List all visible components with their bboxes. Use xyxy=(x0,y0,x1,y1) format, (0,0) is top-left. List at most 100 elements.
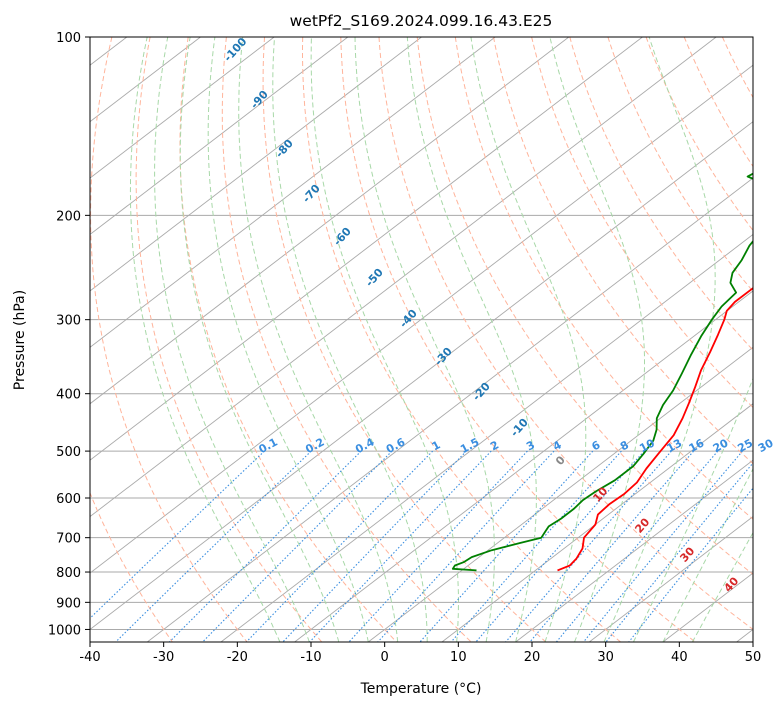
y-axis: 100 200 300 400 500 600 700 800 900 1000 xyxy=(48,31,90,638)
isotherm-line xyxy=(90,37,422,292)
dry-adiabat-line xyxy=(454,37,753,520)
y-tick-label: 600 xyxy=(56,492,81,507)
mixing-ratio-line xyxy=(348,450,528,642)
mixing-ratio-label: 0.6 xyxy=(384,435,408,456)
moist-adiabat-line xyxy=(470,37,587,642)
profile-series xyxy=(451,172,753,572)
mixing-ratio-line xyxy=(246,450,434,642)
isotherm-line xyxy=(368,346,753,642)
y-tick-label: 700 xyxy=(56,532,81,547)
moist-adiabat-line xyxy=(633,377,753,642)
mixing-ratio-label: 0.2 xyxy=(303,435,326,456)
mixing-ratio-label: 20 xyxy=(711,436,731,455)
mixing-ratio-label: 16 xyxy=(687,436,707,455)
plot-frame xyxy=(89,36,754,643)
dry-adiabat-line xyxy=(135,37,323,642)
x-axis: -40 -30 -20 -10 0 10 20 30 40 50 xyxy=(79,642,761,665)
mixing-ratio-line xyxy=(309,450,492,642)
x-tick-label: -20 xyxy=(227,650,248,665)
dry-adiabat-line xyxy=(179,37,397,642)
mixing-ratio-line xyxy=(90,450,265,619)
moist-adiabat-line xyxy=(549,37,645,642)
dry-adiabat-line xyxy=(340,37,696,642)
mixing-ratio-lines xyxy=(90,450,753,642)
mixing-ratio-label: 10 xyxy=(637,436,657,455)
moist-adiabat-label: -100 xyxy=(221,35,249,64)
isotherm-line xyxy=(90,37,349,236)
x-tick-label: 0 xyxy=(381,650,389,665)
y-axis-label: Pressure (hPa) xyxy=(12,290,28,390)
x-tick-label: -10 xyxy=(300,650,321,665)
line-labels: 0.10.20.40.611.52346810131620253036-100-… xyxy=(221,35,775,595)
dry-adiabat-line xyxy=(416,37,753,575)
mixing-ratio-line xyxy=(628,487,753,642)
isotherm-line xyxy=(294,290,753,642)
moist-adiabat-line xyxy=(691,531,753,642)
mixing-ratio-label: 1.5 xyxy=(458,435,481,456)
mixing-ratio-label: 0.4 xyxy=(353,435,377,456)
x-tick-label: 40 xyxy=(671,650,688,665)
dry-adiabat-line xyxy=(221,37,472,642)
moist-adiabat-line xyxy=(272,37,428,642)
y-tick-label: 800 xyxy=(56,566,81,581)
dry-adiabat-line xyxy=(531,37,753,409)
moist-adiabat-label: 40 xyxy=(721,574,741,594)
dry-adiabat-line xyxy=(262,37,547,642)
dry-adiabat-lines xyxy=(90,37,775,642)
mixing-ratio-label: 0.1 xyxy=(257,435,280,456)
plot-area xyxy=(90,37,775,642)
moist-adiabat-line xyxy=(179,37,340,642)
moist-adiabat-line xyxy=(154,37,310,642)
dry-adiabat-line xyxy=(721,37,753,99)
isotherm-line xyxy=(90,37,275,179)
y-tick-label: 900 xyxy=(56,596,81,611)
x-tick-label: -40 xyxy=(79,650,100,665)
y-tick-label: 1000 xyxy=(48,623,81,638)
isotherm-line xyxy=(90,121,753,631)
y-tick-label: 100 xyxy=(56,31,81,46)
dry-adiabat-line xyxy=(761,37,775,642)
y-tick-label: 300 xyxy=(56,314,81,329)
y-tick-label: 500 xyxy=(56,445,81,460)
mixing-ratio-label: 13 xyxy=(665,436,685,455)
moist-adiabat-label: -60 xyxy=(331,225,354,249)
mixing-ratio-line xyxy=(115,450,312,642)
moist-adiabat-label: -50 xyxy=(363,266,386,290)
moist-adiabat-line xyxy=(603,37,716,642)
mixing-ratio-line xyxy=(529,450,695,642)
mixing-ratio-line xyxy=(202,450,393,642)
isotherm-line xyxy=(147,177,753,642)
moist-adiabat-line xyxy=(207,37,369,642)
mixing-ratio-line xyxy=(475,450,645,642)
mixing-ratio-line xyxy=(583,450,743,642)
isotherm-line xyxy=(736,628,753,642)
mixing-ratio-line xyxy=(169,450,362,642)
moist-adiabat-label: -40 xyxy=(397,307,420,331)
chart-title: wetPf2_S169.2024.099.16.43.E25 xyxy=(290,12,553,31)
mixing-ratio-line xyxy=(419,450,594,642)
isotherm-line xyxy=(90,37,496,348)
isotherm-line xyxy=(90,37,570,405)
isotherm-line xyxy=(515,459,753,642)
mixing-ratio-line xyxy=(450,450,622,642)
dry-adiabat-line xyxy=(90,37,248,642)
mixing-ratio-line xyxy=(605,462,753,642)
x-tick-label: 50 xyxy=(745,650,762,665)
x-axis-label: Temperature (°C) xyxy=(360,681,482,697)
isotherm-line xyxy=(220,233,753,642)
mixing-ratio-line xyxy=(282,450,467,642)
moist-adiabat-line xyxy=(129,37,281,642)
moist-adiabat-line xyxy=(406,37,537,642)
isotherm-line xyxy=(90,37,643,461)
mixing-ratio-label: 30 xyxy=(756,436,775,455)
isotherm-line xyxy=(90,64,753,574)
dry-adiabat-line xyxy=(302,37,621,642)
x-tick-label: 20 xyxy=(524,650,541,665)
x-tick-label: 30 xyxy=(597,650,614,665)
y-tick-label: 200 xyxy=(56,209,81,224)
series-line-2 xyxy=(451,172,753,572)
x-tick-label: -30 xyxy=(153,650,174,665)
mixing-ratio-line xyxy=(555,450,719,642)
dry-adiabat-line xyxy=(378,37,753,631)
